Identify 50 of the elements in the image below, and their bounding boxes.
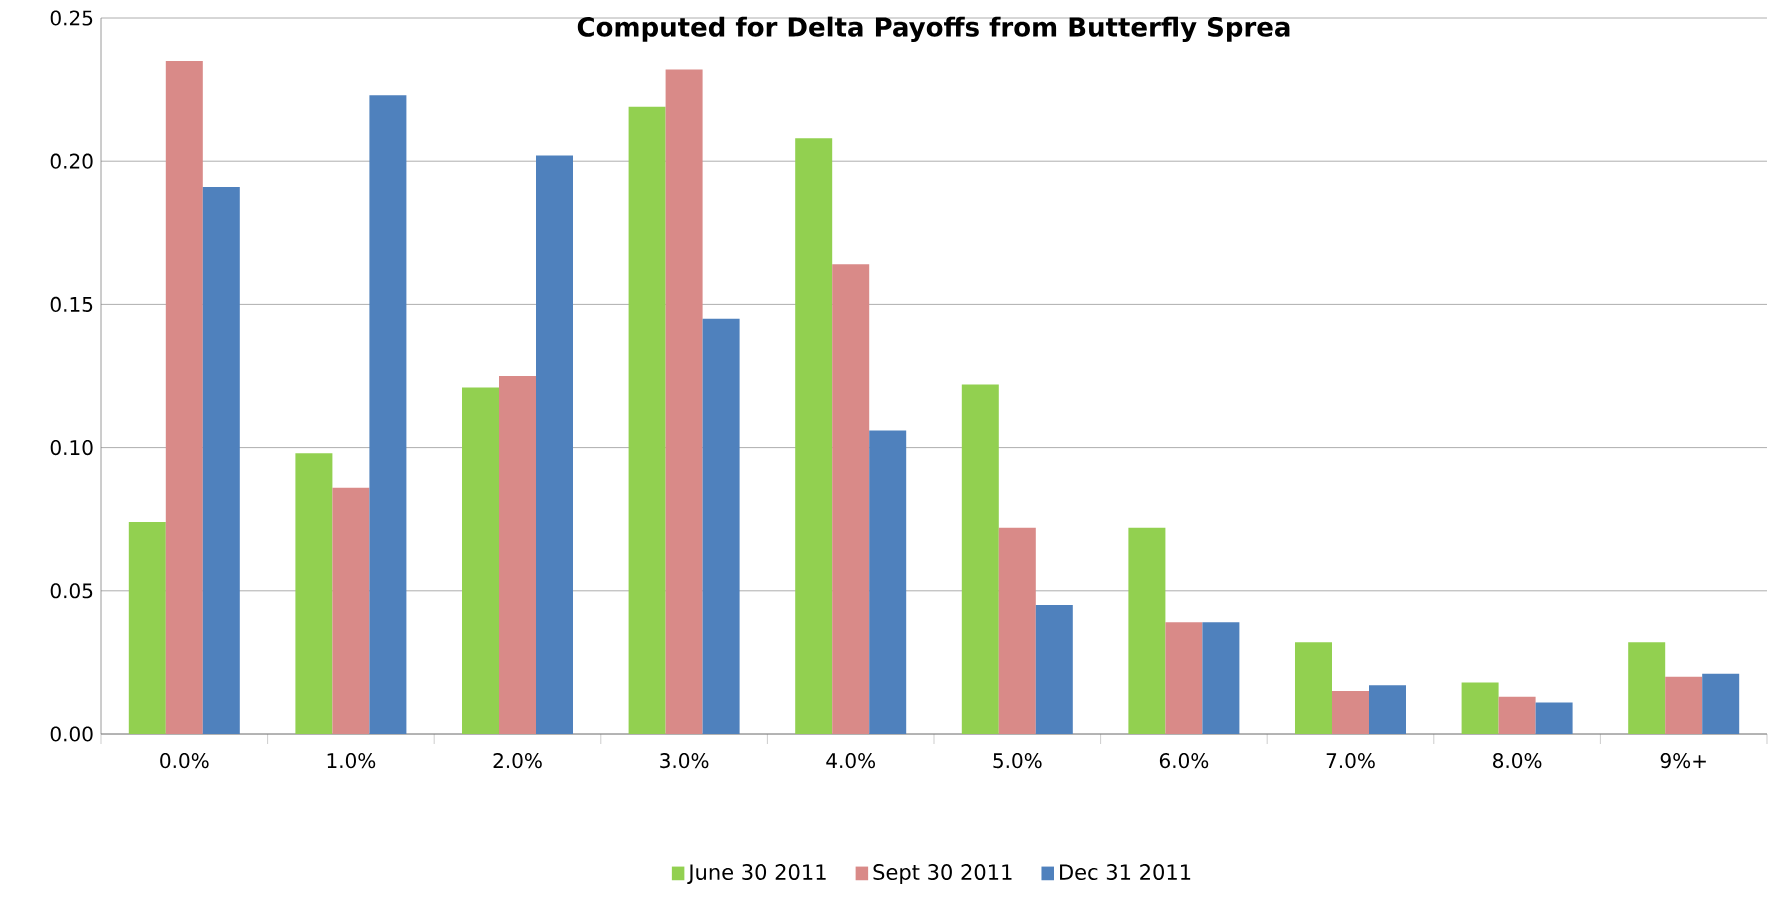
legend-label: Sept 30 2011 — [873, 864, 1012, 885]
x-tick-label: 4.0% — [826, 753, 876, 769]
bar — [1535, 702, 1573, 734]
x-tick-label: 1.0% — [327, 753, 376, 769]
bar — [165, 60, 203, 734]
y-tick-label: 0.05 — [50, 583, 93, 599]
bar — [628, 106, 666, 734]
x-tick-label: 2.0% — [493, 753, 542, 769]
bar — [1665, 676, 1703, 734]
legend-label: June 30 2011 — [687, 864, 826, 884]
bar — [961, 384, 999, 734]
bar — [462, 387, 499, 734]
bar — [1702, 673, 1740, 734]
legend-label: Dec 31 2011 — [1060, 864, 1191, 880]
bar — [1295, 642, 1332, 734]
bar — [1035, 605, 1073, 734]
bar — [332, 487, 370, 734]
x-tick-label: 5.0% — [993, 753, 1042, 769]
bar — [1628, 642, 1666, 734]
chart-title: Computed for Delta Payoffs from Butterfly Sprea — [577, 16, 1290, 43]
bar — [998, 527, 1036, 734]
bar — [202, 186, 240, 734]
bar — [1202, 622, 1240, 734]
bar — [369, 95, 407, 734]
bar — [1498, 696, 1536, 734]
bar — [832, 264, 870, 734]
bar — [128, 522, 166, 734]
bar — [702, 318, 740, 734]
bar — [1369, 685, 1406, 734]
bar — [795, 138, 833, 734]
y-tick-label: 0.25 — [50, 10, 93, 26]
y-tick-label: 0.00 — [50, 726, 93, 742]
bar — [1128, 527, 1166, 734]
bar — [1332, 691, 1369, 734]
x-tick-label: 3.0% — [660, 753, 709, 769]
bar — [1461, 682, 1499, 734]
x-tick-label: 9%+ — [1660, 753, 1706, 769]
y-tick-label: 0.15 — [50, 296, 93, 312]
bar — [665, 69, 703, 734]
bar — [499, 376, 536, 734]
x-tick-label: 0.0% — [160, 753, 209, 769]
x-tick-label: 6.0% — [1159, 753, 1209, 769]
bar — [869, 430, 907, 734]
bar — [295, 453, 333, 734]
bar — [536, 155, 573, 734]
y-tick-label: 0.20 — [50, 153, 93, 169]
y-tick-label: 0.10 — [50, 440, 93, 456]
x-tick-label: 7.0% — [1326, 753, 1375, 769]
x-tick-label: 8.0% — [1493, 753, 1542, 769]
bar — [1165, 622, 1203, 734]
